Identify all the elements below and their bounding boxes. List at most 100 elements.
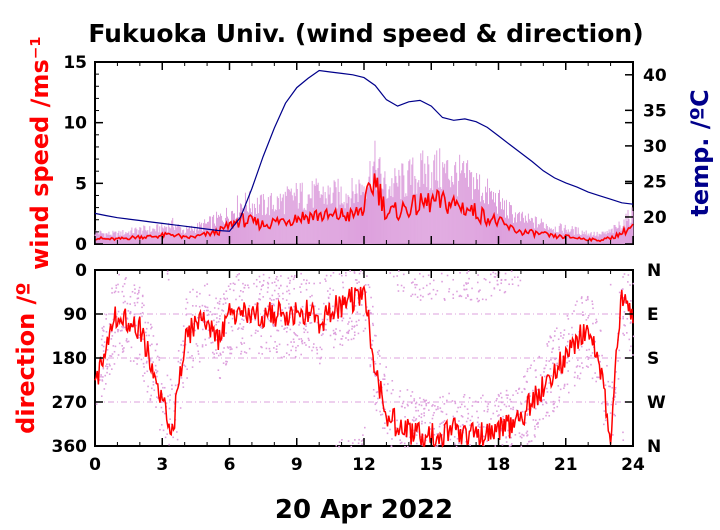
direction-point — [290, 349, 292, 352]
direction-point — [201, 345, 204, 348]
direction-point — [609, 385, 611, 388]
direction-point — [389, 410, 391, 412]
direction-point — [603, 423, 605, 426]
direction-point — [471, 287, 473, 290]
direction-point — [400, 284, 403, 287]
direction-point — [362, 330, 365, 332]
direction-point — [387, 383, 389, 385]
direction-point — [160, 383, 163, 385]
direction-point — [154, 364, 157, 367]
direction-point — [429, 282, 431, 285]
direction-point — [122, 301, 125, 304]
direction-point — [534, 435, 536, 438]
direction-point — [383, 373, 386, 376]
direction-point — [505, 436, 507, 438]
direction-point — [587, 298, 589, 301]
direction-point — [236, 274, 239, 276]
direction-point — [311, 294, 313, 297]
temperature-ticks: 20 25 30 35 40 — [625, 66, 667, 228]
direction-point — [464, 288, 466, 291]
direction-point — [467, 282, 469, 284]
direction-point — [355, 320, 358, 323]
direction-point — [514, 434, 517, 436]
direction-point — [345, 337, 347, 339]
direction-point — [487, 408, 489, 411]
direction-point — [580, 297, 583, 300]
direction-point — [138, 289, 140, 292]
direction-point — [182, 386, 185, 388]
direction-point — [276, 329, 278, 332]
direction-point — [311, 302, 314, 304]
direction-point — [401, 402, 404, 405]
time-tick-label: 0 — [89, 455, 101, 475]
direction-point — [587, 316, 589, 319]
direction-point — [156, 396, 158, 398]
direction-point — [390, 392, 393, 395]
direction-point — [359, 270, 362, 272]
direction-point — [598, 376, 600, 379]
direction-point — [286, 326, 289, 329]
direction-point — [277, 297, 280, 300]
direction-point — [162, 411, 164, 413]
direction-point — [133, 313, 136, 316]
direction-point — [291, 345, 294, 348]
direction-point — [295, 349, 297, 352]
direction-point — [617, 360, 619, 362]
direction-point — [285, 330, 288, 333]
direction-point — [111, 368, 113, 370]
direction-point — [483, 435, 486, 438]
direction-point — [281, 325, 283, 328]
direction-point — [339, 329, 341, 332]
direction-point — [477, 300, 479, 303]
direction-point — [550, 375, 552, 377]
direction-point — [320, 334, 323, 337]
direction-point — [298, 338, 300, 340]
direction-point — [285, 352, 288, 354]
direction-point — [282, 292, 284, 295]
direction-point — [341, 439, 343, 441]
direction-point — [374, 334, 376, 337]
direction-point — [448, 290, 450, 293]
direction-point — [422, 398, 425, 401]
direction-point — [595, 380, 597, 383]
direction-point — [117, 310, 120, 313]
direction-point — [254, 319, 257, 321]
direction-point — [534, 428, 536, 430]
direction-point — [230, 352, 233, 355]
direction-point — [396, 275, 398, 277]
direction-point — [518, 432, 521, 434]
direction-point — [371, 358, 373, 361]
direction-point — [441, 411, 444, 413]
direction-point — [242, 282, 244, 285]
direction-point — [467, 417, 469, 420]
direction-point — [122, 350, 125, 352]
direction-point — [342, 286, 345, 289]
direction-point — [413, 398, 416, 400]
direction-point — [216, 317, 218, 319]
direction-point — [155, 371, 158, 374]
direction-point — [146, 370, 149, 373]
direction-point — [471, 415, 473, 418]
direction-point — [414, 283, 416, 286]
direction-point — [510, 444, 512, 447]
direction-point — [122, 285, 124, 288]
direction-point — [218, 318, 221, 320]
direction-point — [519, 279, 522, 282]
direction-point — [114, 345, 117, 348]
direction-point — [186, 368, 188, 371]
direction-point — [320, 356, 323, 359]
direction-point — [293, 287, 295, 290]
direction-point — [163, 386, 166, 389]
direction-point — [346, 331, 348, 334]
direction-point — [423, 414, 426, 417]
direction-point — [303, 341, 306, 344]
direction-point — [508, 405, 510, 407]
direction-point — [627, 281, 629, 283]
direction-point — [478, 423, 480, 426]
direction-point — [443, 403, 446, 405]
direction-point — [149, 323, 152, 326]
direction-point — [492, 412, 495, 415]
direction-point — [519, 435, 522, 438]
direction-point — [611, 386, 614, 389]
direction-point — [101, 379, 104, 381]
